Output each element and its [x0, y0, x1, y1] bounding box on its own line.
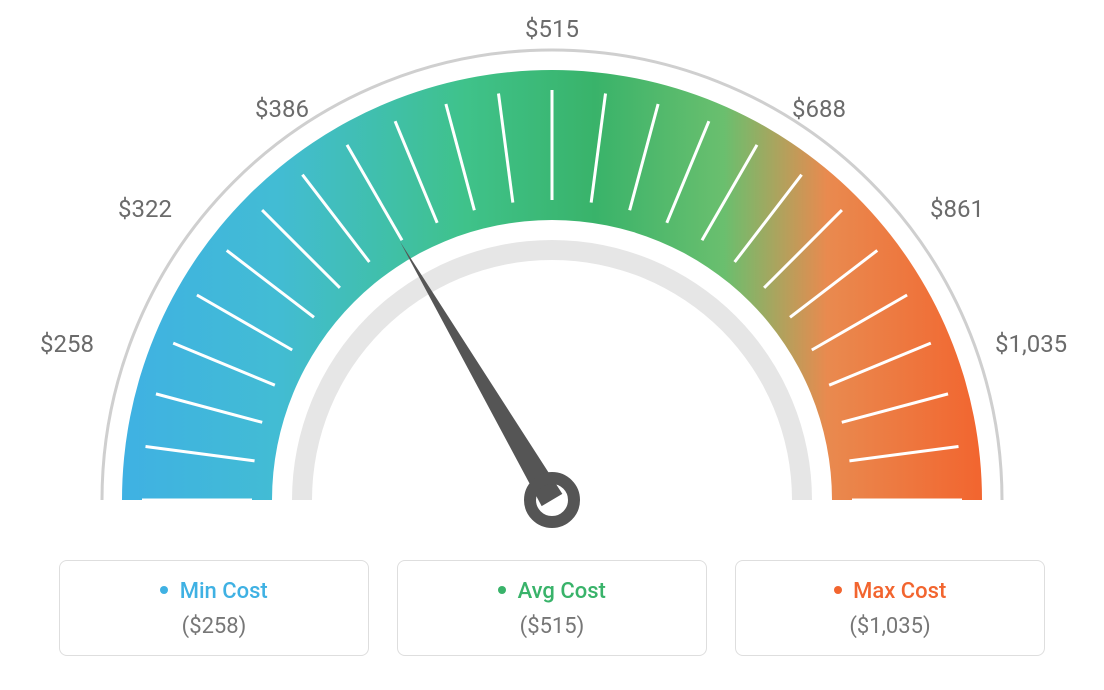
legend-title-min: Min Cost [70, 579, 358, 604]
tick-label: $515 [525, 15, 579, 43]
tick-label: $688 [792, 95, 846, 123]
legend-title-max-text: Max Cost [853, 579, 946, 604]
legend-value-max: ($1,035) [746, 614, 1034, 639]
gauge-svg [0, 0, 1104, 560]
legend-dot-avg [498, 586, 506, 594]
legend-dot-min [160, 586, 168, 594]
tick-label: $1,035 [995, 330, 1067, 358]
gauge-container: $258 $322 $386 $515 $688 $861 $1,035 [0, 0, 1104, 560]
legend-value-min: ($258) [70, 614, 358, 639]
legend-dot-max [834, 586, 842, 594]
tick-label: $861 [930, 195, 984, 223]
legend-row: Min Cost ($258) Avg Cost ($515) Max Cost… [0, 560, 1104, 656]
legend-title-min-text: Min Cost [180, 579, 268, 604]
tick-label: $258 [40, 330, 94, 358]
legend-card-max: Max Cost ($1,035) [735, 560, 1045, 656]
legend-card-avg: Avg Cost ($515) [397, 560, 707, 656]
legend-card-min: Min Cost ($258) [59, 560, 369, 656]
legend-title-max: Max Cost [746, 579, 1034, 604]
tick-label: $322 [118, 195, 172, 223]
tick-label: $386 [255, 95, 309, 123]
legend-title-avg: Avg Cost [408, 579, 696, 604]
legend-value-avg: ($515) [408, 614, 696, 639]
legend-title-avg-text: Avg Cost [518, 579, 606, 604]
